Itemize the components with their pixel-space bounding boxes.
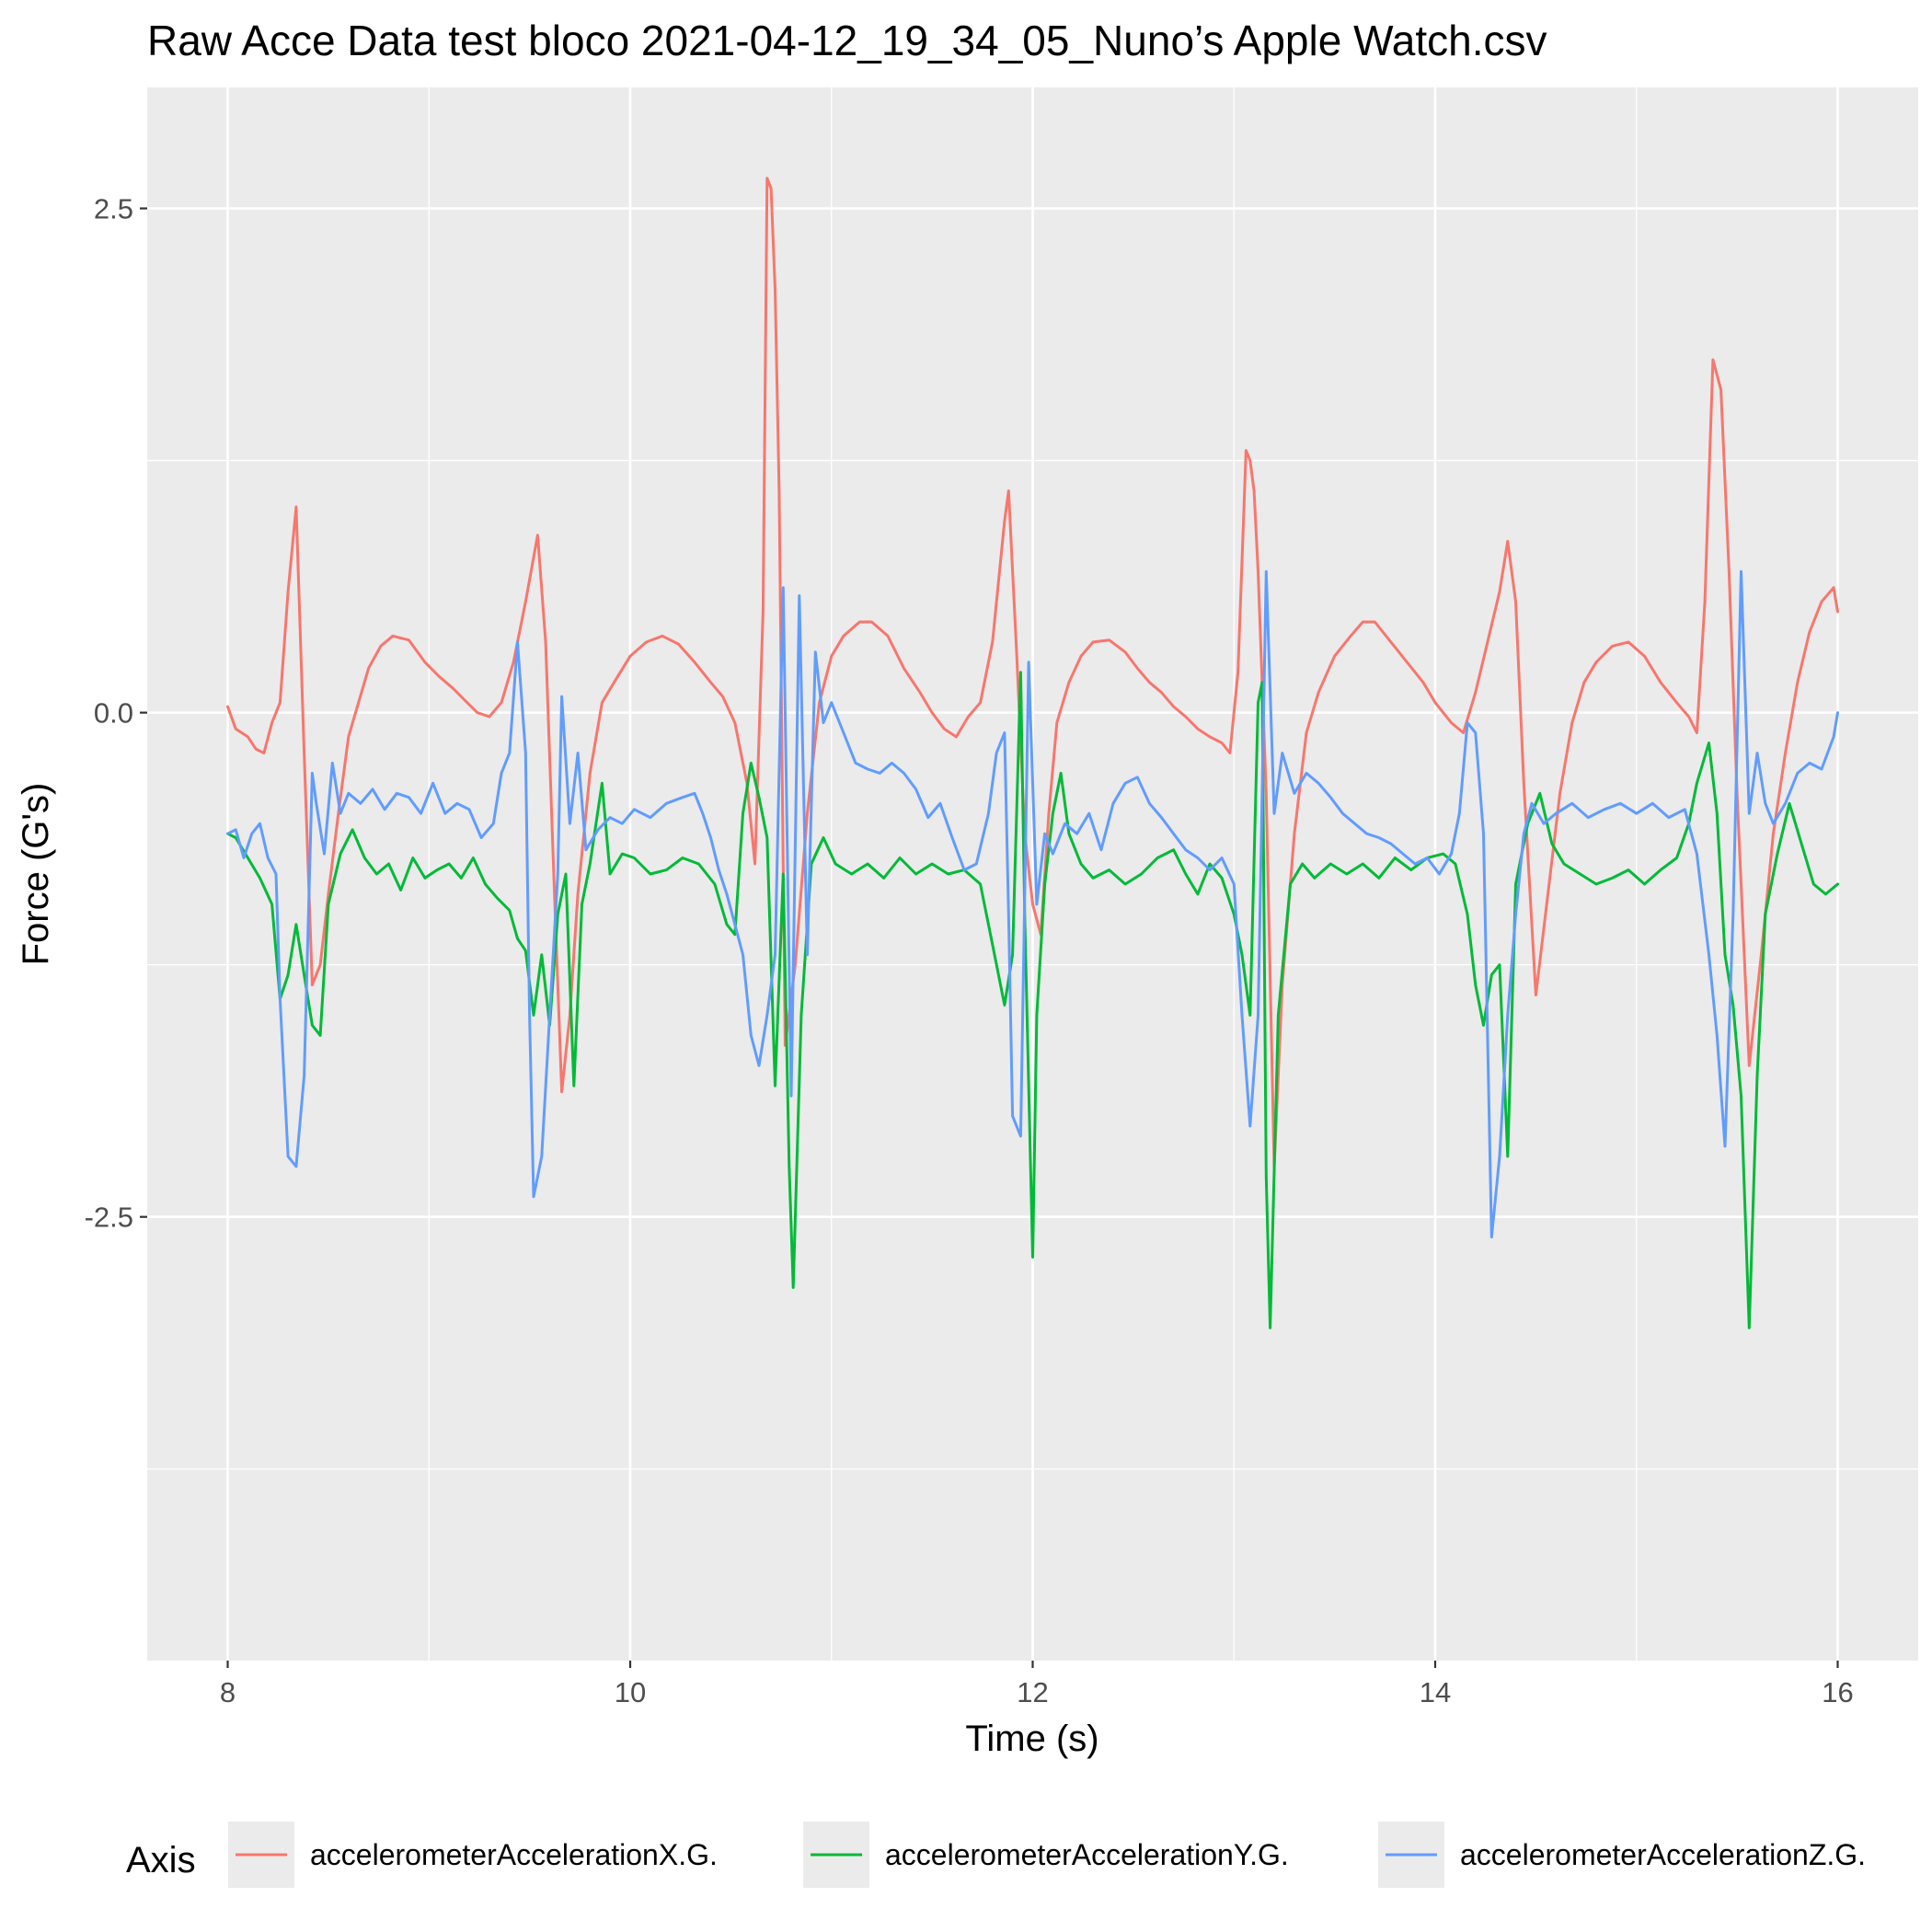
y-axis: 2.5 0.0 -2.5 xyxy=(85,193,147,1234)
y-tick-label: 0.0 xyxy=(94,697,133,730)
x-tick-label: 10 xyxy=(615,1676,646,1708)
x-tick-label: 14 xyxy=(1420,1676,1451,1708)
major-grid xyxy=(147,87,1918,1661)
series-line-2 xyxy=(226,671,1839,1329)
legend: Axis accelerometerAccelerationX.G. accele… xyxy=(126,1822,1866,1888)
legend-item-label: accelerometerAccelerationZ.G. xyxy=(1460,1838,1866,1871)
x-tick-label: 12 xyxy=(1017,1676,1048,1708)
chart-title: Raw Acce Data test bloco 2021-04-12_19_3… xyxy=(147,17,1547,64)
x-tick-label: 16 xyxy=(1822,1676,1853,1708)
legend-item-label: accelerometerAccelerationY.G. xyxy=(885,1838,1289,1871)
x-tick-label: 8 xyxy=(220,1676,236,1708)
y-tick-label: -2.5 xyxy=(85,1202,133,1234)
legend-title: Axis xyxy=(126,1840,196,1880)
legend-item-label: accelerometerAccelerationX.G. xyxy=(310,1838,718,1871)
series-lines xyxy=(226,177,1839,1329)
x-axis: 8 10 12 14 16 xyxy=(220,1661,1854,1708)
x-axis-title: Time (s) xyxy=(965,1719,1098,1759)
y-axis-title: Force (G's) xyxy=(16,783,56,966)
y-tick-label: 2.5 xyxy=(94,193,133,225)
series-line-3 xyxy=(226,569,1839,1239)
